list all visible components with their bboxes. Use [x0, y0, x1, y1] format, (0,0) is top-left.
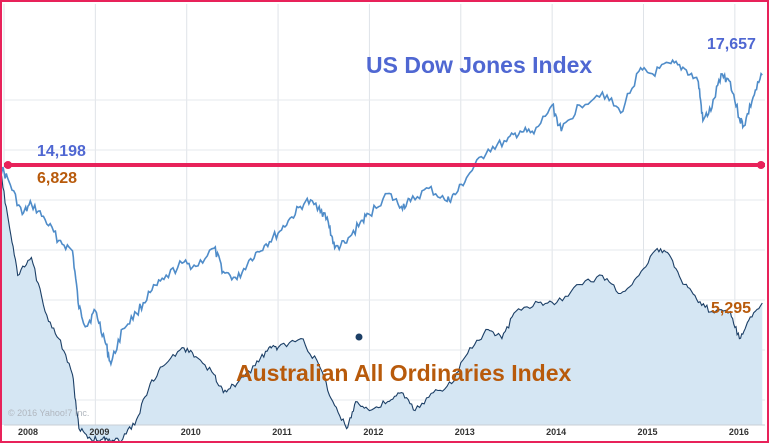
au-area-fill [0, 168, 763, 442]
x-tick-label: 2011 [272, 427, 292, 437]
series-lines [0, 58, 763, 443]
us-dow-jones-line [0, 58, 763, 367]
us-start-value: 14,198 [37, 143, 86, 160]
us-end-value: 17,657 [707, 36, 756, 53]
x-tick-label: 2015 [637, 427, 658, 437]
x-tick-label: 2008 [17, 427, 39, 437]
reference-line-end-dot [757, 161, 765, 169]
au-highlight-point [355, 333, 363, 341]
x-tick-label: 2012 [363, 427, 384, 437]
au-start-value: 6,828 [37, 170, 78, 187]
x-tick-label: 2014 [546, 427, 567, 437]
x-tick-label: 2013 [454, 427, 475, 437]
copyright-notice: © 2016 Yahoo!7 Inc. [8, 408, 90, 418]
us-series-title: US Dow Jones Index [366, 52, 593, 78]
reference-line-start-dot [4, 161, 12, 169]
au-all-ords-line [0, 165, 763, 443]
gridlines [3, 4, 765, 425]
x-tick-label: 2009 [89, 427, 110, 437]
x-tick-label: 2016 [728, 427, 749, 437]
au-series-title: Australian All Ordinaries Index [236, 360, 572, 386]
au-end-value: 5,295 [711, 300, 752, 317]
x-tick-label: 2010 [180, 427, 201, 437]
